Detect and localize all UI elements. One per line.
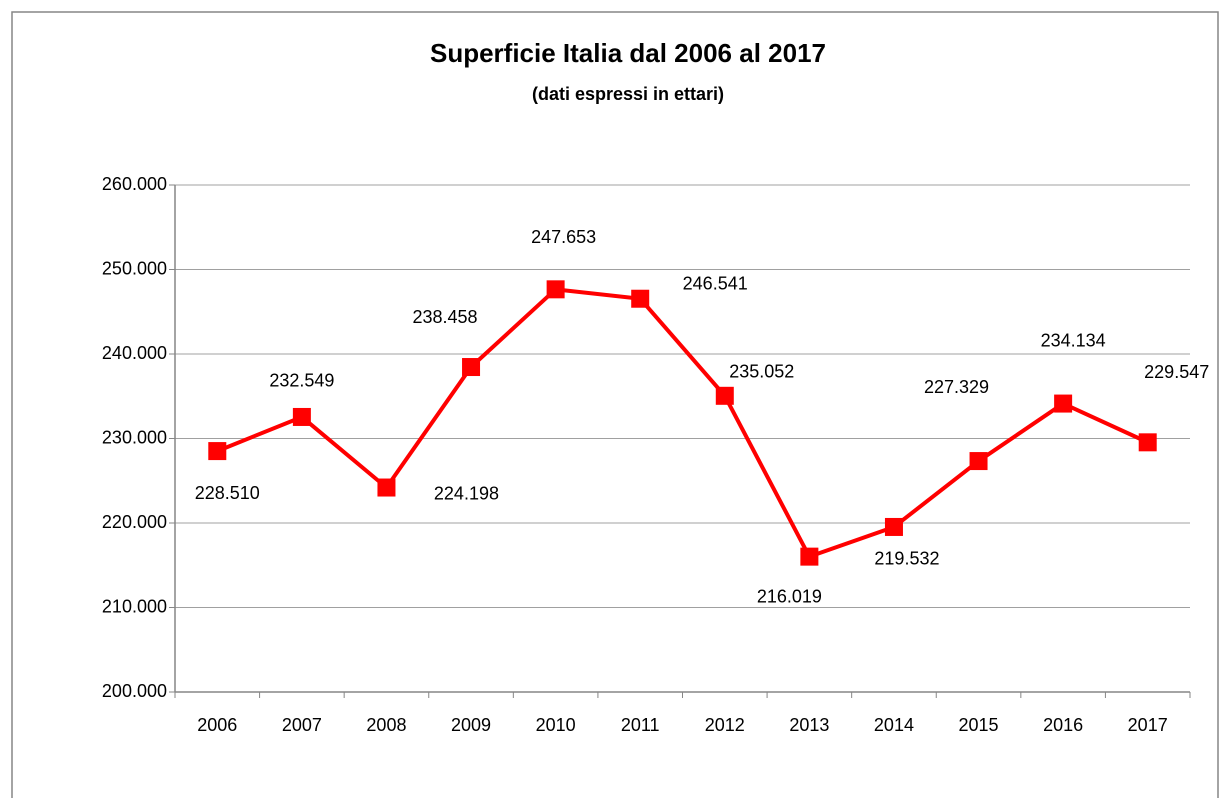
x-tick-label: 2014: [874, 715, 914, 735]
data-label: 224.198: [434, 483, 499, 503]
data-label: 216.019: [757, 586, 822, 606]
x-tick-label: 2010: [536, 715, 576, 735]
data-label: 228.510: [195, 483, 260, 503]
data-marker: [715, 386, 734, 405]
y-tick-label: 200.000: [102, 681, 167, 701]
chart-title: Superficie Italia dal 2006 al 2017: [430, 38, 826, 68]
data-marker: [969, 452, 988, 471]
chart-border: [11, 11, 1219, 798]
data-label: 229.547: [1144, 362, 1209, 382]
data-label: 235.052: [729, 362, 794, 382]
data-marker: [462, 358, 481, 377]
x-tick-label: 2009: [451, 715, 491, 735]
y-tick-label: 260.000: [102, 174, 167, 194]
y-tick-label: 220.000: [102, 512, 167, 532]
data-label: 232.549: [269, 371, 334, 391]
data-label: 219.532: [874, 549, 939, 569]
data-marker: [1138, 433, 1157, 452]
x-tick-label: 2008: [366, 715, 406, 735]
x-tick-label: 2017: [1128, 715, 1168, 735]
data-label: 234.134: [1041, 330, 1106, 350]
data-marker: [208, 442, 227, 461]
data-label: 227.329: [924, 377, 989, 397]
chart-subtitle: (dati espressi in ettari): [532, 84, 724, 104]
x-tick-label: 2016: [1043, 715, 1083, 735]
y-tick-label: 240.000: [102, 343, 167, 363]
data-marker: [884, 517, 903, 536]
x-tick-label: 2012: [705, 715, 745, 735]
x-tick-label: 2006: [197, 715, 237, 735]
data-label: 247.653: [531, 227, 596, 247]
y-tick-label: 210.000: [102, 596, 167, 616]
data-marker: [1054, 394, 1073, 413]
data-label: 238.458: [413, 307, 478, 327]
data-marker: [800, 547, 819, 566]
x-tick-label: 2013: [789, 715, 829, 735]
data-line: [216, 287, 1149, 559]
x-tick-label: 2011: [621, 715, 660, 735]
x-tick-label: 2007: [282, 715, 322, 735]
data-marker: [292, 407, 311, 426]
y-tick-label: 230.000: [102, 427, 167, 447]
data-marker: [631, 289, 650, 308]
data-marker: [546, 280, 565, 299]
data-label: 246.541: [683, 273, 748, 293]
x-tick-label: 2015: [959, 715, 999, 735]
y-tick-label: 250.000: [102, 258, 167, 278]
data-marker: [377, 478, 396, 497]
